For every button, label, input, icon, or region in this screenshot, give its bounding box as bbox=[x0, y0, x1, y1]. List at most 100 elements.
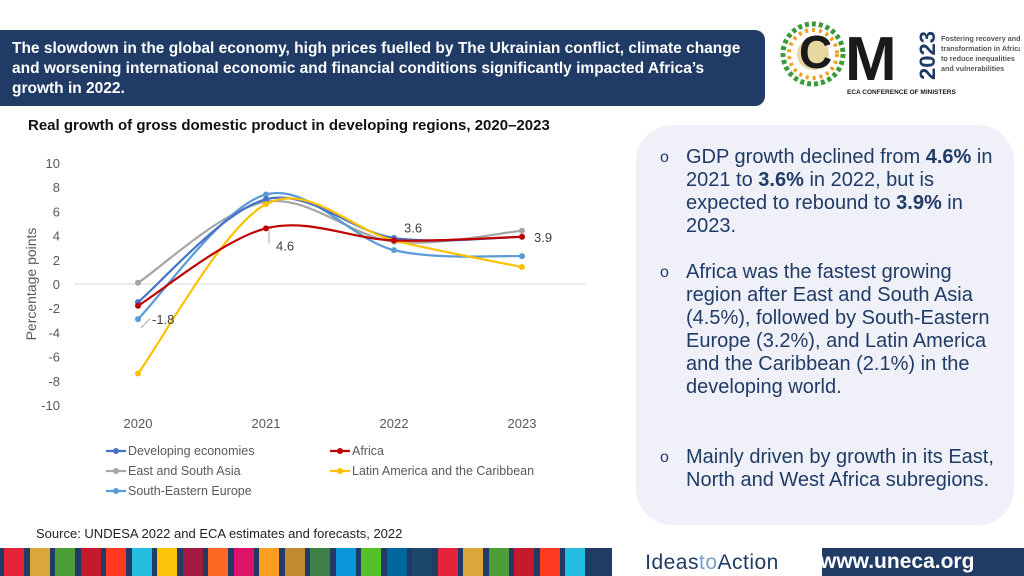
b2-text: Africa was the fastest growing region af… bbox=[686, 261, 990, 398]
label-leader-line bbox=[140, 318, 151, 329]
b1-value-2023: 3.9% bbox=[896, 192, 942, 214]
data-point-africa bbox=[135, 302, 141, 309]
data-point-africa bbox=[263, 225, 269, 232]
sdg-stripe bbox=[284, 548, 305, 576]
sdg-stripe bbox=[157, 548, 177, 576]
legend-swatch-marker bbox=[113, 488, 119, 494]
y-tick-label: 0 bbox=[53, 277, 60, 292]
logo-year: 2023 bbox=[915, 31, 940, 80]
legend-label: East and South Asia bbox=[128, 464, 241, 478]
sdg-stripe bbox=[412, 548, 432, 576]
africa-data-label: 3.9 bbox=[534, 230, 552, 245]
logo-tagline-1: Fostering recovery and bbox=[941, 34, 1020, 43]
sdg-stripe bbox=[233, 548, 254, 576]
data-point-south-eastern-europe bbox=[519, 253, 525, 260]
sdg-stripe bbox=[488, 548, 509, 576]
series-line-developing-economies bbox=[137, 196, 523, 304]
data-point-east-and-south-asia bbox=[135, 279, 141, 286]
sdg-stripe bbox=[4, 548, 24, 576]
sdg-stripe bbox=[361, 548, 381, 576]
y-tick-label: 4 bbox=[53, 229, 60, 244]
logo-tagline-3: to reduce inequalities bbox=[941, 54, 1015, 63]
legend-label: Africa bbox=[352, 444, 384, 458]
series-line-africa bbox=[137, 224, 523, 307]
sdg-stripe bbox=[106, 548, 126, 576]
legend-label: Latin America and the Caribbean bbox=[352, 464, 534, 478]
logo-dot-ring bbox=[780, 21, 846, 87]
key-points-panel bbox=[636, 125, 1014, 525]
x-tick-label: 2022 bbox=[380, 416, 409, 431]
data-point-south-eastern-europe bbox=[391, 247, 397, 254]
africa-data-label: 4.6 bbox=[276, 238, 294, 253]
sdg-stripe bbox=[437, 548, 458, 576]
y-tick-label: 2 bbox=[53, 253, 60, 268]
data-point-south-eastern-europe bbox=[135, 316, 141, 323]
y-tick-label: -6 bbox=[48, 350, 60, 365]
data-point-africa bbox=[391, 237, 397, 244]
sdg-stripe bbox=[335, 548, 356, 576]
logo-tagline-2: transformation in Africa bbox=[941, 44, 1020, 53]
b1-text-4: in 2023. bbox=[686, 192, 963, 237]
sdg-stripe bbox=[565, 548, 585, 576]
sdg-stripe bbox=[80, 548, 101, 576]
data-point-latin-america-and-the-caribbean bbox=[263, 201, 269, 208]
logo-caption: ECA CONFERENCE OF MINISTERS bbox=[847, 89, 956, 96]
sdg-stripe bbox=[182, 548, 203, 576]
legend-label: South-Eastern Europe bbox=[128, 484, 252, 498]
legend-swatch-marker bbox=[113, 448, 119, 454]
y-axis-title: Percentage points bbox=[23, 228, 39, 341]
logo-letter-m: M bbox=[845, 25, 897, 94]
series-line-latin-america-and-the-caribbean bbox=[137, 197, 523, 375]
logo-tagline-4: and vulnerabilities bbox=[941, 64, 1004, 73]
sdg-stripe bbox=[463, 548, 483, 576]
data-point-latin-america-and-the-caribbean bbox=[135, 370, 141, 377]
legend-swatch-marker bbox=[337, 468, 343, 474]
y-tick-label: -10 bbox=[41, 398, 60, 413]
sdg-stripe bbox=[539, 548, 560, 576]
sdg-stripe bbox=[55, 548, 75, 576]
b3-text: Mainly driven by growth in its East, Nor… bbox=[686, 446, 994, 491]
chart-title: Real growth of gross domestic product in… bbox=[28, 117, 550, 134]
b1-value-2022: 3.6% bbox=[758, 169, 804, 191]
legend-swatch-marker bbox=[337, 448, 343, 454]
legend-label: Developing economies bbox=[128, 444, 254, 458]
bullet-marker: o bbox=[660, 149, 669, 166]
y-tick-label: 10 bbox=[46, 156, 60, 171]
logo-letter-c: C bbox=[799, 26, 832, 78]
y-tick-label: -8 bbox=[48, 374, 60, 389]
data-point-developing-economies bbox=[263, 196, 269, 203]
y-tick-label: -4 bbox=[48, 325, 60, 340]
com-2023-logo: C M 2023 ECA CONFERENCE OF MINISTERS Fos… bbox=[780, 21, 1020, 96]
data-point-africa bbox=[519, 233, 525, 240]
header-banner: The slowdown in the global economy, high… bbox=[0, 30, 765, 106]
gdp-growth-line-chart: 10 8 6 4 2 0 -2 -4 -6 -8 -10 2020 2021 2022 2023 Percen… bbox=[23, 156, 586, 498]
header-title: The slowdown in the global economy, high… bbox=[12, 40, 741, 97]
b1-text-3: in 2022, but is expected to rebound to bbox=[686, 169, 934, 214]
data-point-east-and-south-asia bbox=[519, 227, 525, 234]
footer-bar bbox=[0, 548, 1024, 576]
sdg-stripe bbox=[386, 548, 407, 576]
africa-data-label: 3.6 bbox=[404, 220, 422, 235]
data-point-latin-america-and-the-caribbean bbox=[519, 264, 525, 271]
ideas-to-action-text: IdeastoAction bbox=[645, 551, 779, 574]
data-point-south-eastern-europe bbox=[263, 191, 269, 198]
y-tick-label: -2 bbox=[48, 301, 60, 316]
x-tick-label: 2023 bbox=[508, 416, 537, 431]
bullet-marker: o bbox=[660, 449, 669, 466]
x-tick-label: 2020 bbox=[124, 416, 153, 431]
sdg-stripe bbox=[208, 548, 228, 576]
africa-data-label: -1.8 bbox=[152, 312, 174, 327]
legend-swatch-marker bbox=[113, 468, 119, 474]
y-tick-label: 8 bbox=[53, 180, 60, 195]
sdg-stripe bbox=[310, 548, 330, 576]
b1-text-1: GDP growth declined from bbox=[686, 146, 926, 168]
y-tick-label: 6 bbox=[53, 204, 60, 219]
b1-value-2021: 4.6% bbox=[925, 146, 972, 168]
website-link[interactable]: www.uneca.org bbox=[820, 550, 975, 573]
sdg-stripe bbox=[514, 548, 534, 576]
bullet-marker: o bbox=[660, 264, 669, 281]
sdg-stripe bbox=[131, 548, 152, 576]
sdg-stripe bbox=[29, 548, 50, 576]
ideas-to-action-box: IdeastoAction bbox=[612, 548, 822, 576]
sdg-stripe bbox=[259, 548, 279, 576]
